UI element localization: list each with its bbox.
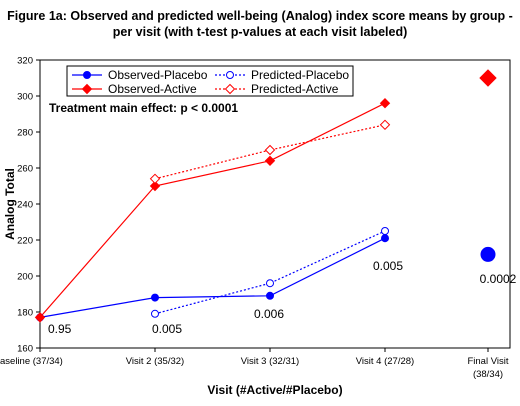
point-predicted-placebo-1: [266, 279, 274, 288]
y-tick-label-240: 240: [17, 200, 33, 211]
p-value-label-0: 0.95: [48, 322, 72, 336]
chart-title-line-1: Figure 1a: Observed and predicted well-b…: [7, 9, 513, 23]
y-tick-label-200: 200: [17, 272, 33, 283]
series-line-predicted-active: [154, 124, 386, 180]
y-axis-title: Analog Total: [3, 168, 17, 240]
point-predicted-active-1: [264, 144, 276, 156]
legend-marker-predicted-placebo: [226, 71, 234, 79]
chart-title-line-2: per visit (with t-test p-values at each …: [112, 25, 408, 39]
point-predicted-placebo-0: [151, 309, 159, 318]
point-observed-active-3: [379, 97, 391, 109]
y-tick-label-260: 260: [17, 164, 33, 175]
point-observed-active-1: [149, 180, 161, 192]
y-tick-label-280: 280: [17, 128, 33, 139]
point-predicted-active-2: [379, 119, 391, 131]
legend-label-predicted-active: Predicted-Active: [251, 82, 339, 96]
point-predicted-active-0: [149, 173, 161, 185]
y-tick-label-300: 300: [17, 92, 33, 103]
legend-marker-observed-placebo: [83, 71, 91, 79]
series-line-observed-active: [39, 102, 386, 318]
x-tick-label-4: Final Visit: [467, 356, 508, 367]
legend-label-predicted-placebo: Predicted-Placebo: [251, 68, 349, 82]
series-lines: [39, 102, 386, 318]
point-observed-active-2: [264, 155, 276, 167]
point-observed-placebo-2: [266, 291, 274, 300]
legend-label-observed-active: Observed-Active: [108, 82, 197, 96]
annotations: Treatment main effect: p < 0.0001 0.95 0.…: [48, 101, 517, 336]
point-observed-placebo-3: [381, 234, 389, 243]
x-tick-label-2: Visit 3 (32/31): [241, 356, 299, 367]
series-line-predicted-placebo: [154, 230, 386, 315]
legend-marker-observed-active: [81, 83, 93, 95]
p-value-label-3: 0.005: [373, 259, 403, 273]
legend-box: [66, 65, 354, 97]
x-tick-label-0: aseline (37/34): [0, 356, 63, 367]
y-tick-label-180: 180: [17, 308, 33, 319]
point-observed-placebo-1: [151, 293, 159, 302]
y-tick-label-320: 320: [17, 56, 33, 67]
p-value-label-2: 0.006: [254, 307, 284, 321]
y-tick-label-160: 160: [17, 344, 33, 355]
legend-marker-predicted-active: [224, 83, 236, 95]
p-value-label-4: 0.0002: [480, 272, 517, 286]
y-tick-label-220: 220: [17, 236, 33, 247]
y-axis: 160 180 200 220 240 260 280 300 320: [17, 56, 40, 355]
series-markers: [34, 69, 497, 323]
point-predicted-placebo-2: [381, 227, 389, 235]
series-line-observed-placebo: [39, 237, 386, 318]
x-tick-label-1: Visit 2 (35/32): [126, 356, 184, 367]
x-tick-label-3: Visit 4 (27/28): [356, 356, 414, 367]
x-axis: aseline (37/34) Visit 2 (35/32) Visit 3 (3…: [0, 348, 509, 380]
chart-title: Figure 1a: Observed and predicted well-b…: [0, 8, 520, 40]
p-value-label-1: 0.005: [152, 322, 182, 336]
legend-label-observed-placebo: Observed-Placebo: [108, 68, 208, 82]
x-tick-label-4-line-2: (38/34): [473, 369, 503, 380]
final-visit-point-observed-placebo: [480, 246, 496, 262]
point-observed-active-0: [34, 312, 46, 323]
legend: Observed-Placebo Predicted-Placebo Observe…: [66, 65, 354, 97]
x-axis-title: Visit (#Active/#Placebo): [207, 383, 342, 397]
final-visit-point-observed-active: [479, 69, 497, 87]
treatment-effect-annotation: Treatment main effect: p < 0.0001: [49, 101, 238, 115]
